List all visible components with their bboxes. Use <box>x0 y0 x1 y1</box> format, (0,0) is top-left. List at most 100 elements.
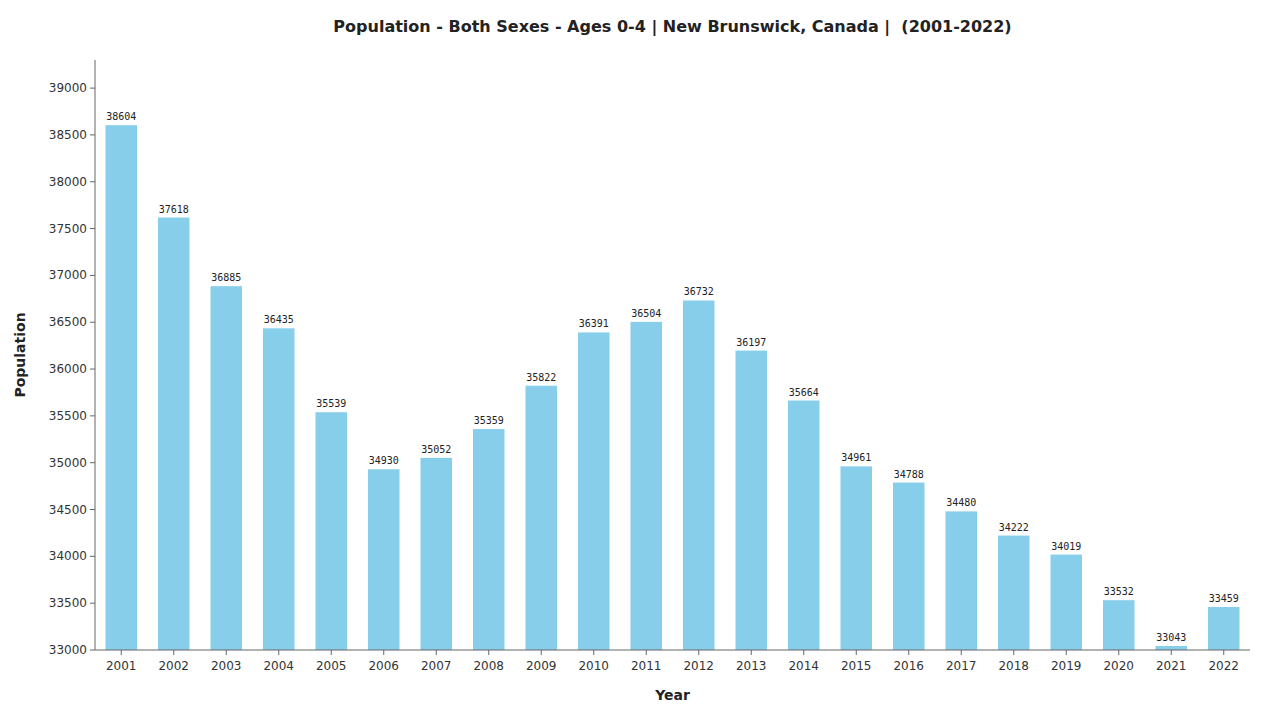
x-tick <box>593 650 594 655</box>
data-label: 34480 <box>946 497 976 508</box>
x-tick-label: 2011 <box>631 659 662 673</box>
y-tick <box>90 275 95 276</box>
x-tick-label: 2006 <box>368 659 399 673</box>
data-label: 36504 <box>631 308 661 319</box>
x-tick-label: 2004 <box>263 659 294 673</box>
y-tick <box>90 556 95 557</box>
data-label: 35539 <box>316 398 346 409</box>
x-tick <box>121 650 122 655</box>
x-tick <box>331 650 332 655</box>
data-label: 34961 <box>841 452 871 463</box>
data-label: 34019 <box>1051 541 1081 552</box>
x-tick-label: 2007 <box>421 659 452 673</box>
data-label: 33043 <box>1156 632 1186 643</box>
data-label: 36885 <box>211 272 241 283</box>
x-tick-label: 2008 <box>473 659 504 673</box>
y-tick <box>90 462 95 463</box>
y-tick-label: 37500 <box>49 222 87 236</box>
x-tick-label: 2020 <box>1103 659 1134 673</box>
x-tick-label: 2009 <box>526 659 557 673</box>
x-tick <box>908 650 909 655</box>
data-label: 34788 <box>894 469 924 480</box>
x-tick <box>698 650 699 655</box>
x-tick <box>488 650 489 655</box>
x-tick-label: 2016 <box>893 659 924 673</box>
x-tick-label: 2019 <box>1051 659 1082 673</box>
x-tick-label: 2013 <box>736 659 767 673</box>
y-tick <box>90 415 95 416</box>
bar <box>1208 607 1240 650</box>
x-tick <box>1171 650 1172 655</box>
bar <box>946 511 978 650</box>
data-label: 33459 <box>1209 593 1239 604</box>
bar <box>368 469 400 650</box>
data-label: 36391 <box>579 318 609 329</box>
data-label: 37618 <box>159 204 189 215</box>
y-tick <box>90 509 95 510</box>
y-tick <box>90 322 95 323</box>
data-label: 35664 <box>789 387 819 398</box>
x-tick <box>751 650 752 655</box>
x-tick <box>961 650 962 655</box>
bar <box>841 466 873 650</box>
x-tick <box>1118 650 1119 655</box>
data-label: 35052 <box>421 444 451 455</box>
data-label: 34930 <box>369 455 399 466</box>
y-tick-label: 36000 <box>49 362 87 376</box>
bar <box>998 536 1030 650</box>
y-tick <box>90 134 95 135</box>
y-tick <box>90 228 95 229</box>
x-tick <box>1013 650 1014 655</box>
y-tick-label: 33000 <box>49 643 87 657</box>
y-tick-label: 39000 <box>49 81 87 95</box>
data-label: 34222 <box>999 522 1029 533</box>
x-tick-label: 2014 <box>788 659 819 673</box>
bar <box>683 300 715 650</box>
bar <box>421 458 453 650</box>
x-tick <box>278 650 279 655</box>
x-tick <box>1066 650 1067 655</box>
y-tick-label: 33500 <box>49 596 87 610</box>
x-tick-label: 2017 <box>946 659 977 673</box>
x-axis-title: Year <box>654 687 690 703</box>
bar <box>158 218 190 650</box>
bar <box>1051 555 1083 650</box>
bar <box>893 483 925 650</box>
y-tick-label: 35000 <box>49 456 87 470</box>
x-tick <box>1223 650 1224 655</box>
x-tick-label: 2021 <box>1156 659 1187 673</box>
y-tick <box>90 650 95 651</box>
data-label: 35359 <box>474 415 504 426</box>
bar <box>316 412 348 650</box>
data-label: 36732 <box>684 286 714 297</box>
y-axis-title: Population <box>12 312 28 397</box>
x-tick-label: 2003 <box>211 659 242 673</box>
x-tick <box>856 650 857 655</box>
data-label: 35822 <box>526 372 556 383</box>
y-tick-label: 34500 <box>49 503 87 517</box>
bar <box>263 328 295 650</box>
x-tick-label: 2001 <box>106 659 137 673</box>
chart-svg: 38604 37618 36885 36435 35539 34930 35052 35359… <box>0 0 1280 720</box>
y-tick-label: 34000 <box>49 549 87 563</box>
y-tick-label: 35500 <box>49 409 87 423</box>
bar <box>736 351 768 650</box>
x-tick-label: 2010 <box>578 659 609 673</box>
x-axis-line <box>95 650 1250 651</box>
y-axis-line <box>95 60 96 650</box>
x-tick <box>436 650 437 655</box>
y-tick-label: 37000 <box>49 268 87 282</box>
x-tick-label: 2002 <box>158 659 189 673</box>
y-tick-label: 38000 <box>49 175 87 189</box>
data-label: 36435 <box>264 314 294 325</box>
bar <box>211 286 243 650</box>
x-tick <box>173 650 174 655</box>
x-tick-label: 2005 <box>316 659 347 673</box>
chart-container: 38604 37618 36885 36435 35539 34930 35052 35359… <box>0 0 1280 720</box>
data-label: 36197 <box>736 337 766 348</box>
bar <box>631 322 663 650</box>
data-label: 38604 <box>106 111 136 122</box>
bar <box>788 401 820 650</box>
x-tick <box>383 650 384 655</box>
y-tick <box>90 88 95 89</box>
